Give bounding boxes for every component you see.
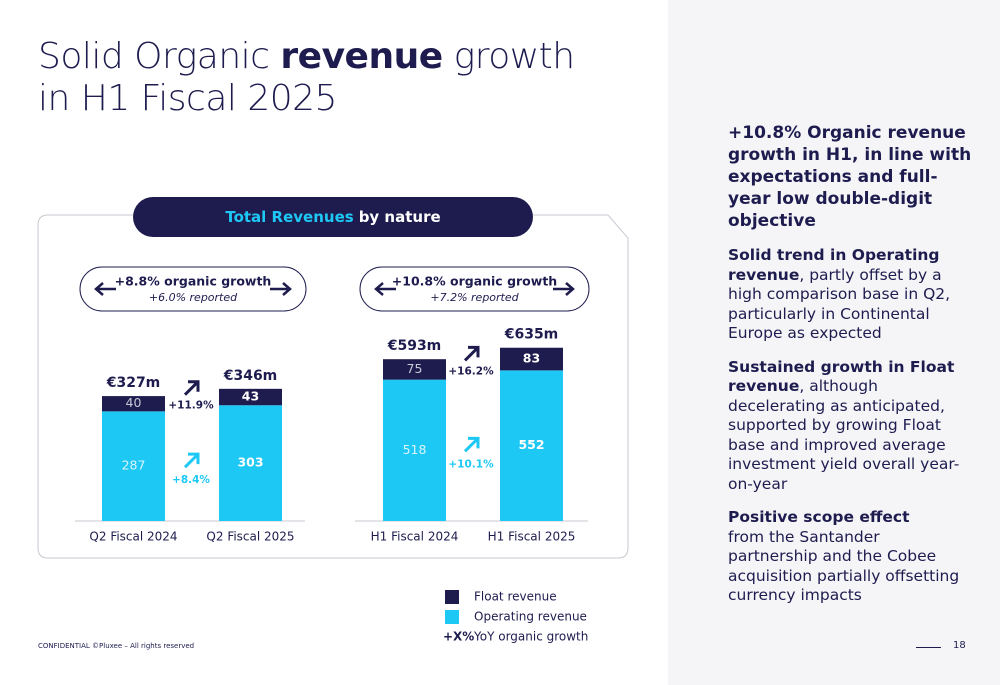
sidebar-text: , partly offset by a high comparison bas… xyxy=(728,265,951,343)
sidebar-text: from the Santander partnership and the C… xyxy=(728,527,960,605)
banner-arrow xyxy=(270,282,292,296)
growth-label: +16.2% xyxy=(448,365,494,377)
sidebar-point: Sustained growth in Float revenue, altho… xyxy=(728,358,973,495)
sidebar-bold: Positive scope effect xyxy=(728,508,910,526)
bar-segment xyxy=(500,347,563,371)
bar-value-label: 552 xyxy=(518,437,544,452)
sidebar: +10.8% Organic revenue growth in H1, in … xyxy=(728,122,973,620)
bar-value-label: 83 xyxy=(523,351,540,366)
banner-arrow xyxy=(553,282,575,296)
legend-growth-label: YoY organic growth xyxy=(473,630,588,644)
bar-value-label: 40 xyxy=(126,395,142,410)
page-number: 18 xyxy=(953,640,966,651)
bar-segment xyxy=(102,411,165,521)
growth-label: +10.1% xyxy=(448,458,494,470)
sidebar-bold: Solid trend in Operating revenue xyxy=(728,246,940,284)
total-label: €346m xyxy=(223,368,278,384)
banner-reported: +6.0% reported xyxy=(149,291,238,304)
bar-value-label: 43 xyxy=(242,389,259,404)
bar-value-label: 287 xyxy=(122,458,146,473)
category-label: Q2 Fiscal 2024 xyxy=(89,530,177,544)
legend-swatch xyxy=(445,610,459,624)
banner xyxy=(359,266,590,312)
growth-arrow xyxy=(463,436,480,453)
banner-reported: +7.2% reported xyxy=(430,291,519,304)
header-pill xyxy=(133,197,533,237)
header-highlight: Total Revenues xyxy=(225,208,353,226)
banner xyxy=(79,266,307,312)
total-label: €327m xyxy=(106,375,161,391)
legend-label: Float revenue xyxy=(474,590,557,604)
banner-organic: +8.8% organic growth xyxy=(115,274,272,289)
sidebar-text: , although decelerating as anticipated, … xyxy=(728,377,960,493)
legend-growth-symbol: +X% xyxy=(443,630,474,644)
category-label: H1 Fiscal 2025 xyxy=(488,530,576,544)
header-rest: by nature xyxy=(359,208,441,226)
charts: Total Revenues by nature +8.8% organic gr… xyxy=(37,197,629,644)
total-label: €593m xyxy=(387,338,442,354)
growth-arrow xyxy=(463,345,480,362)
category-label: Q2 Fiscal 2025 xyxy=(206,530,294,544)
sidebar-point: +10.8% Organic revenue growth in H1, in … xyxy=(728,122,973,232)
banner-arrow xyxy=(374,282,396,296)
bar-segment xyxy=(102,396,165,412)
sidebar-bold: Sustained growth in Float revenue xyxy=(728,357,955,396)
side-panel xyxy=(668,0,1000,685)
growth-arrow xyxy=(183,380,200,396)
title-part: in H1 Fiscal 2025 xyxy=(38,78,337,119)
growth-arrow xyxy=(183,452,200,469)
growth-label: +8.4% xyxy=(172,474,210,486)
growth-label: +11.9% xyxy=(168,400,214,412)
category-label: H1 Fiscal 2024 xyxy=(371,530,459,544)
header-title: Total Revenues by nature xyxy=(225,208,440,226)
title-part: growth xyxy=(442,36,576,77)
banner-organic: +10.8% organic growth xyxy=(392,274,557,289)
sidebar-bold: +10.8% Organic revenue growth in H1, in … xyxy=(728,123,972,231)
bar-value-label: 518 xyxy=(403,442,427,457)
slide-title: Solid Organic revenue growth in H1 Fiscal… xyxy=(38,36,575,120)
bar-segment xyxy=(219,388,282,406)
footer-confidential: CONFIDENTIAL ©Pluxee – All rights reserv… xyxy=(38,642,195,650)
bar-segment xyxy=(383,379,446,521)
sidebar-point: Positive scope effect from the Santander … xyxy=(728,508,973,606)
bar-value-label: 75 xyxy=(407,361,423,376)
page-rule xyxy=(916,647,941,648)
total-label: €635m xyxy=(504,327,559,343)
bar-segment xyxy=(383,359,446,380)
title-part: Solid Organic xyxy=(38,36,281,77)
legend-label: Operating revenue xyxy=(474,610,587,624)
bar-segment xyxy=(219,405,282,521)
banner-arrow xyxy=(94,282,116,296)
bar-segment xyxy=(500,370,563,521)
sidebar-point: Solid trend in Operating revenue, partly… xyxy=(728,246,973,344)
bar-value-label: 303 xyxy=(237,455,263,470)
title-bold: revenue xyxy=(280,36,443,77)
legend-swatch xyxy=(445,590,459,604)
